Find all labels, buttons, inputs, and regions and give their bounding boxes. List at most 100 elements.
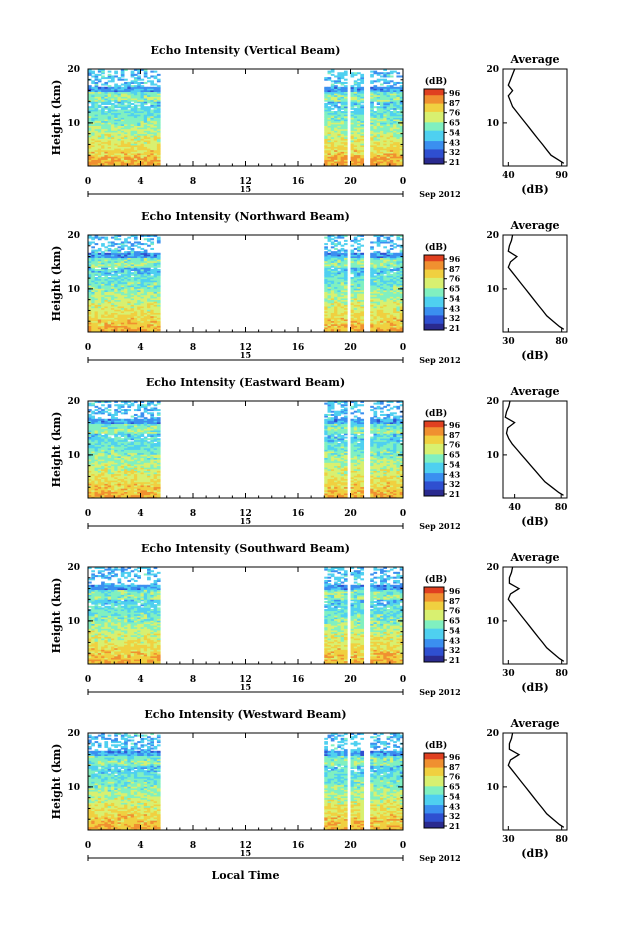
heatmap-cell [88,72,92,75]
heatmap-cell [334,307,338,310]
heatmap-cell [130,304,135,307]
heatmap-cell [337,281,342,284]
heatmap-cell [153,286,158,289]
heatmap-cell [91,153,95,156]
heatmap-cell [88,291,92,294]
heatmap-cell [360,327,365,330]
heatmap-cell [350,157,355,160]
heatmap-cells [88,401,404,499]
heatmap-cell [156,262,161,265]
heatmap-cell [114,162,118,165]
heatmap-cell [143,238,148,241]
heatmap-cell [327,252,332,255]
heatmap-cell [91,289,95,292]
heatmap-cell [91,328,95,331]
heatmap-cell [380,278,384,281]
heatmap-cell [130,156,135,159]
heatmap-cell [140,272,145,275]
heatmap-cell [150,289,155,292]
heatmap-cell [380,102,384,105]
heatmap-cell [350,256,355,259]
heatmap-cell [88,280,92,283]
heatmap-cell [88,299,92,302]
heatmap-cell [110,154,115,157]
heatmap-cell [376,327,381,330]
heatmap-cell [380,141,384,144]
heatmap-cell [350,161,355,164]
heatmap-cell [153,90,158,93]
colorbar-swatch [424,111,444,115]
heatmap-cell [350,119,355,122]
heatmap-cell [153,306,158,309]
heatmap-cell [330,161,335,164]
heatmap-cell [386,96,391,99]
heatmap-cell [117,132,122,135]
heatmap-cell [337,309,342,312]
heatmap-cell [376,259,381,262]
heatmap-cell [399,314,404,317]
heatmap-cell [350,304,355,307]
heatmap-cell [357,262,361,265]
heatmap-cell [104,123,109,126]
heatmap-cell [383,264,387,267]
heatmap-cell [343,325,348,328]
heatmap-cell [386,144,391,147]
heatmap-cell [88,107,92,110]
heatmap-cell [150,111,155,114]
heatmap-cell [101,244,105,247]
heatmap-cell [114,273,118,276]
heatmap-cell [114,281,118,284]
heatmap-cell [334,162,338,165]
heatmap-cell [124,125,128,128]
heatmap-cell [147,252,151,255]
heatmap-cell [376,86,381,89]
heatmap-cell [127,307,132,310]
heatmap-cell [127,90,132,93]
heatmap-cell [110,257,115,260]
heatmap-cell [110,280,115,283]
heatmap-cell [114,138,118,141]
heatmap-cell [337,307,342,310]
heatmap-cell [396,302,401,305]
heatmap-cell [117,302,122,305]
heatmap-cell [120,314,125,317]
heatmap-cell [127,94,132,97]
heatmap-cell [94,464,99,467]
heatmap-cell [396,111,401,114]
heatmap-cell [399,312,404,315]
heatmap-cell [133,320,138,323]
heatmap-cell [383,73,387,76]
heatmap-cell [153,119,158,122]
heatmap-cell [91,273,95,276]
heatmap-cell [156,125,161,128]
heatmap-cell [91,238,95,241]
heatmap-cell [393,309,397,312]
colorbar-tick-label: 21 [449,157,460,167]
heatmap-cell [334,306,338,309]
heatmap-cell [327,91,332,94]
heatmap-cell [383,78,387,81]
heatmap-cell [143,114,148,117]
heatmap-cell [143,98,148,101]
heatmap-cell [124,277,128,280]
heatmap-cell [97,120,102,123]
heatmap-cell [104,293,109,296]
colorbar-tick-label: 54 [449,127,461,137]
heatmap-cell [343,264,348,267]
heatmap-cell [386,281,391,284]
heatmap-cell [343,302,348,305]
heatmap-cell [327,299,332,302]
heatmap-cell [376,264,381,267]
heatmap-cell [340,111,345,114]
heatmap-cell [373,98,378,101]
heatmap-cell [380,135,384,138]
heatmap-cell [107,85,112,88]
heatmap-cell [376,286,381,289]
heatmap-cell [156,128,161,131]
heatmap-cell [393,81,397,84]
heatmap-cell [337,127,342,130]
heatmap-cell [334,85,338,88]
heatmap-cell [101,83,105,86]
heatmap-cell [127,252,132,255]
heatmap-cell [327,306,332,309]
